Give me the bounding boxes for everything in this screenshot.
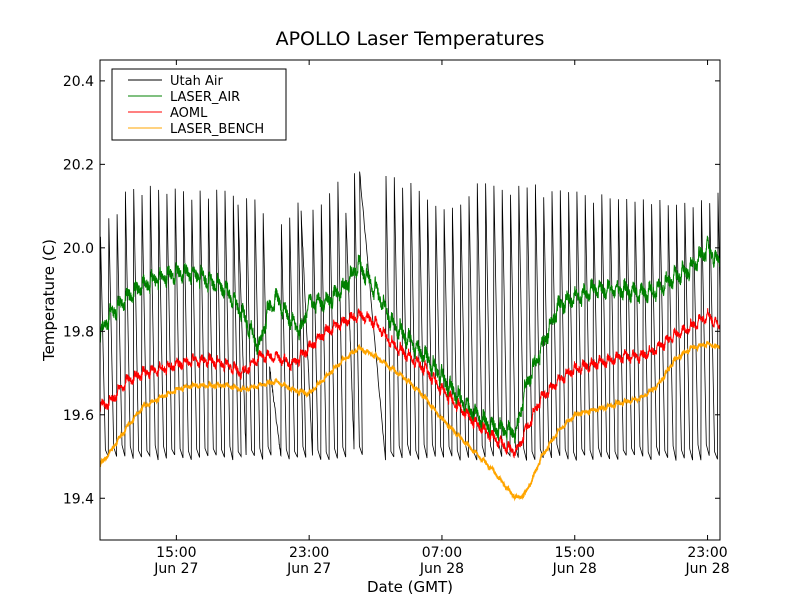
legend-label: LASER_AIR	[170, 90, 240, 105]
series-line-laser-bench	[100, 340, 720, 502]
x-tick-label-date: Jun 28	[419, 561, 464, 577]
chart-title: APOLLO Laser Temperatures	[276, 28, 545, 50]
series-line-utah-air	[100, 171, 720, 461]
x-tick-label-time: 15:00	[156, 545, 196, 561]
legend-label: AOML	[170, 106, 208, 121]
x-tick-label-time: 07:00	[422, 545, 462, 561]
y-tick-label: 19.8	[63, 324, 94, 340]
y-tick-label: 20.2	[63, 157, 94, 173]
series-line-laser-air	[100, 235, 720, 444]
y-axis-label: Temperature (C)	[40, 239, 58, 362]
y-tick-label: 20.4	[63, 74, 94, 90]
x-tick-label-date: Jun 28	[552, 561, 597, 577]
x-tick-label-time: 23:00	[289, 545, 329, 561]
y-tick-label: 19.6	[63, 408, 94, 424]
x-axis-label: Date (GMT)	[367, 578, 453, 596]
x-tick-label-time: 23:00	[687, 545, 727, 561]
plot-frame	[99, 59, 721, 541]
x-tick-label-date: Jun 27	[286, 561, 331, 577]
legend-label: LASER_BENCH	[170, 122, 264, 137]
series-layer	[100, 171, 720, 502]
legend-label: Utah Air	[170, 74, 223, 89]
x-tick-label-time: 15:00	[555, 545, 595, 561]
y-tick-label: 20.0	[63, 241, 94, 257]
x-tick-label-date: Jun 28	[684, 561, 729, 577]
x-tick-label-date: Jun 27	[153, 561, 198, 577]
y-axis: 19.4 19.6 19.8 20.0 20.2 20.4	[63, 74, 720, 507]
series-line-aoml	[100, 308, 720, 459]
y-tick-label: 19.4	[63, 491, 94, 507]
